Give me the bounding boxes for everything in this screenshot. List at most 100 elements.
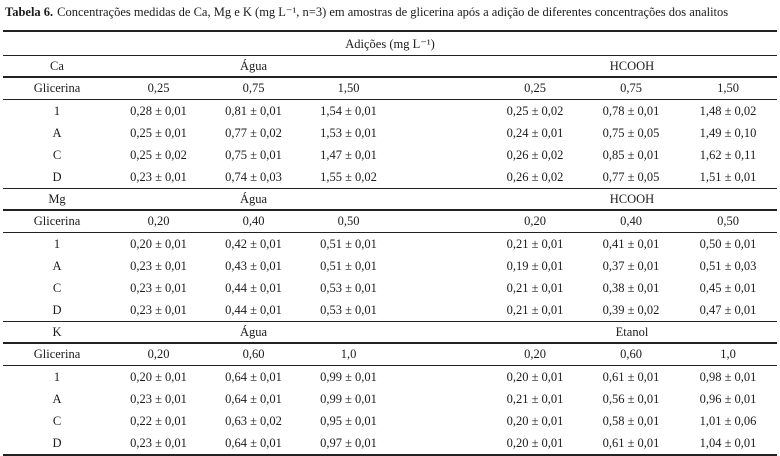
spacer-cell bbox=[396, 144, 487, 166]
concentration-header-cell: 0,20 bbox=[111, 343, 206, 366]
value-cell: 0,28 ± 0,01 bbox=[130, 103, 187, 118]
sample-label: A bbox=[52, 125, 62, 140]
value-cell: 0,51 ± 0,03 bbox=[699, 258, 757, 273]
value-cell: 1,54 ± 0,01 bbox=[320, 103, 377, 118]
concentration-table: Adições (mg L⁻¹) Ca Água HCOOH Glicerina… bbox=[3, 30, 777, 456]
concentration-header-row: Glicerina 0,20 0,40 0,50 0,20 0,40 0,50 bbox=[3, 210, 777, 233]
value-cell: 0,63 ± 0,02 bbox=[225, 413, 282, 428]
additions-header-row: Adições (mg L⁻¹) bbox=[3, 31, 777, 56]
spacer-cell bbox=[396, 299, 487, 322]
value-cell: 0,77 ± 0,05 bbox=[583, 166, 679, 189]
value-cell: 0,21 ± 0,01 bbox=[506, 280, 564, 295]
value-cell: 1,48 ± 0,02 bbox=[699, 103, 757, 118]
table-row: A 0,25 ± 0,01 0,77 ± 0,02 1,53 ± 0,01 0,… bbox=[3, 122, 777, 144]
spacer-cell bbox=[396, 210, 487, 233]
value-cell: 0,85 ± 0,01 bbox=[602, 147, 660, 162]
value-cell: 0,23 ± 0,01 bbox=[111, 166, 206, 189]
value-cell: 0,22 ± 0,01 bbox=[130, 413, 187, 428]
spacer-cell bbox=[396, 255, 487, 277]
value-cell: 1,47 ± 0,01 bbox=[320, 147, 377, 162]
value-cell: 0,81 ± 0,01 bbox=[225, 103, 282, 118]
sample-label: D bbox=[3, 166, 111, 189]
sample-label: A bbox=[52, 391, 62, 406]
spacer-cell bbox=[396, 277, 487, 299]
concentration-header-cell: 0,40 bbox=[583, 210, 679, 233]
value-cell: 0,24 ± 0,01 bbox=[506, 125, 564, 140]
solvent-left-label: Água bbox=[111, 55, 396, 78]
concentration-header-cell: 1,0 bbox=[679, 343, 777, 366]
value-cell: 0,42 ± 0,01 bbox=[225, 236, 282, 251]
value-cell: 0,99 ± 0,01 bbox=[320, 391, 377, 406]
glicerina-label: Glicerina bbox=[3, 77, 111, 100]
table-row: 1 0,28 ± 0,01 0,81 ± 0,01 1,54 ± 0,01 0,… bbox=[3, 100, 777, 123]
value-cell: 0,21 ± 0,01 bbox=[487, 299, 583, 322]
spacer-cell bbox=[396, 343, 487, 366]
concentration-header-cell: 0,50 bbox=[301, 210, 396, 233]
table-row: D 0,23 ± 0,01 0,64 ± 0,01 0,97 ± 0,01 0,… bbox=[3, 432, 777, 455]
value-cell: 0,20 ± 0,01 bbox=[506, 435, 564, 450]
value-cell: 0,21 ± 0,01 bbox=[506, 236, 564, 251]
value-cell: 0,23 ± 0,01 bbox=[130, 280, 187, 295]
sample-label: C bbox=[52, 147, 62, 162]
value-cell: 0,20 ± 0,01 bbox=[506, 369, 564, 384]
value-cell: 0,51 ± 0,01 bbox=[320, 236, 377, 251]
value-cell: 0,25 ± 0,01 bbox=[130, 125, 187, 140]
value-cell: 0,23 ± 0,01 bbox=[130, 258, 187, 273]
glicerina-label: Glicerina bbox=[3, 343, 111, 366]
spacer-cell bbox=[396, 122, 487, 144]
solvent-left-label: Água bbox=[111, 321, 396, 344]
value-cell: 0,45 ± 0,01 bbox=[699, 280, 757, 295]
concentration-header-cell: 0,60 bbox=[206, 343, 301, 366]
value-cell: 0,25 ± 0,02 bbox=[130, 147, 187, 162]
additions-header: Adições (mg L⁻¹) bbox=[3, 31, 777, 56]
value-cell: 0,98 ± 0,01 bbox=[699, 369, 757, 384]
table-row: C 0,25 ± 0,02 0,75 ± 0,01 1,47 ± 0,01 0,… bbox=[3, 144, 777, 166]
value-cell: 0,43 ± 0,01 bbox=[225, 258, 282, 273]
spacer-cell bbox=[396, 166, 487, 189]
table-caption-text: Concentrações medidas de Ca, Mg e K (mg … bbox=[57, 5, 729, 19]
value-cell: 0,75 ± 0,05 bbox=[602, 125, 660, 140]
sample-label: C bbox=[52, 280, 62, 295]
concentration-header-cell: 1,50 bbox=[301, 77, 396, 100]
table-row: C 0,22 ± 0,01 0,63 ± 0,02 0,95 ± 0,01 0,… bbox=[3, 410, 777, 432]
value-cell: 0,26 ± 0,02 bbox=[506, 147, 564, 162]
sample-label: 1 bbox=[53, 369, 61, 384]
section-header-row-ca: Ca Água HCOOH bbox=[3, 55, 777, 78]
value-cell: 0,21 ± 0,01 bbox=[506, 391, 564, 406]
value-cell: 0,56 ± 0,01 bbox=[602, 391, 660, 406]
concentration-header-cell: 0,50 bbox=[679, 210, 777, 233]
concentration-header-row: Glicerina 0,20 0,60 1,0 0,20 0,60 1,0 bbox=[3, 343, 777, 366]
spacer-cell bbox=[396, 188, 487, 211]
value-cell: 0,44 ± 0,01 bbox=[225, 280, 282, 295]
concentration-header-cell: 0,25 bbox=[487, 77, 583, 100]
spacer-cell bbox=[396, 321, 487, 344]
value-cell: 1,53 ± 0,01 bbox=[320, 125, 377, 140]
spacer-cell bbox=[396, 233, 487, 256]
sample-label: D bbox=[3, 299, 111, 322]
value-cell: 0,53 ± 0,01 bbox=[301, 299, 396, 322]
value-cell: 1,51 ± 0,01 bbox=[679, 166, 777, 189]
solvent-right-label: Etanol bbox=[487, 321, 777, 344]
value-cell: 0,61 ± 0,01 bbox=[602, 369, 660, 384]
value-cell: 0,44 ± 0,01 bbox=[206, 299, 301, 322]
table-row: D 0,23 ± 0,01 0,44 ± 0,01 0,53 ± 0,01 0,… bbox=[3, 299, 777, 322]
solvent-left-label: Água bbox=[111, 188, 396, 211]
spacer-cell bbox=[396, 410, 487, 432]
value-cell: 0,95 ± 0,01 bbox=[320, 413, 377, 428]
concentration-header-cell: 0,75 bbox=[206, 77, 301, 100]
value-cell: 1,62 ± 0,11 bbox=[699, 147, 757, 162]
spacer-cell bbox=[396, 366, 487, 389]
value-cell: 0,74 ± 0,03 bbox=[206, 166, 301, 189]
value-cell: 0,77 ± 0,02 bbox=[225, 125, 282, 140]
concentration-header-cell: 0,60 bbox=[583, 343, 679, 366]
concentration-header-cell: 0,40 bbox=[206, 210, 301, 233]
concentration-header-cell: 1,0 bbox=[301, 343, 396, 366]
table-caption: Tabela 6. Concentrações medidas de Ca, Mg… bbox=[5, 4, 777, 21]
spacer-cell bbox=[396, 388, 487, 410]
value-cell: 0,99 ± 0,01 bbox=[320, 369, 377, 384]
value-cell: 0,20 ± 0,01 bbox=[506, 413, 564, 428]
table-row: A 0,23 ± 0,01 0,64 ± 0,01 0,99 ± 0,01 0,… bbox=[3, 388, 777, 410]
table-row: D 0,23 ± 0,01 0,74 ± 0,03 1,55 ± 0,02 0,… bbox=[3, 166, 777, 189]
value-cell: 0,23 ± 0,01 bbox=[130, 435, 187, 450]
